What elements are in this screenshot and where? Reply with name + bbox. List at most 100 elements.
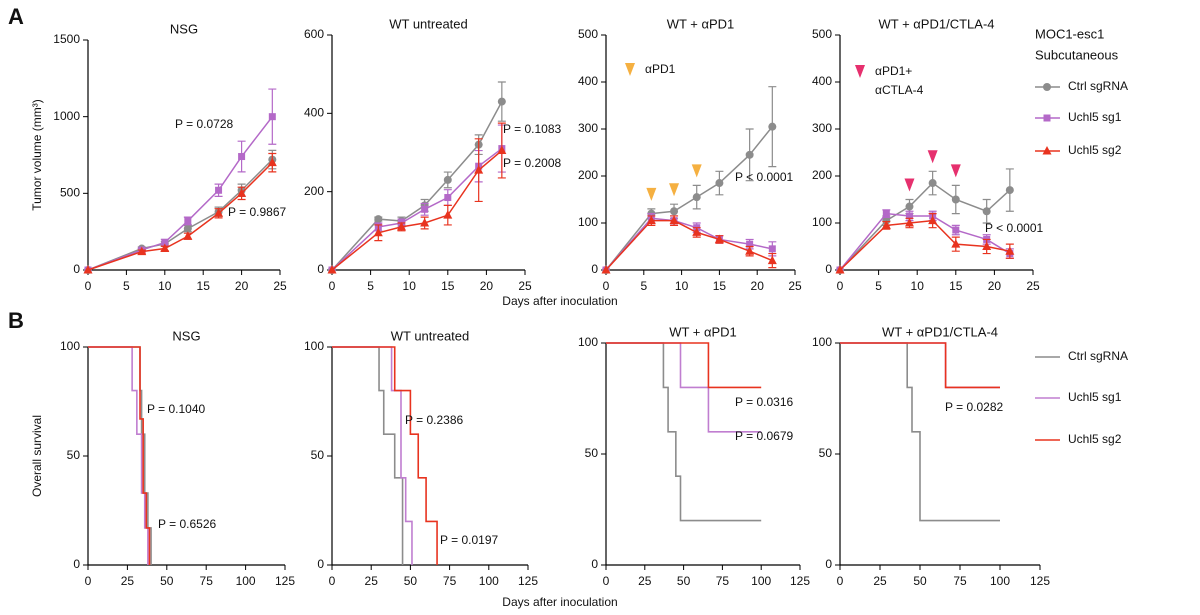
y-tick-label: 600 xyxy=(304,27,324,41)
data-point xyxy=(928,215,938,225)
x-tick-label: 100 xyxy=(990,574,1010,588)
y-axis-label: Tumor volume (mm³) xyxy=(30,99,44,211)
x-tick-label: 15 xyxy=(713,279,727,293)
x-tick-label: 0 xyxy=(837,279,844,293)
y-tick-label: 300 xyxy=(812,121,832,135)
y-tick-label: 500 xyxy=(60,186,80,200)
series-line xyxy=(87,116,273,271)
data-point xyxy=(835,265,845,274)
chart-title: WT untreated xyxy=(389,16,468,31)
x-tick-label: 0 xyxy=(603,574,610,588)
legend-marker xyxy=(1042,146,1052,155)
x-tick-label: 10 xyxy=(911,279,925,293)
chart-title: WT + αPD1/CTLA-4 xyxy=(882,324,998,339)
data-point xyxy=(646,215,656,225)
chart-title: WT untreated xyxy=(391,328,470,343)
x-tick-label: 5 xyxy=(640,279,647,293)
x-tick-label: 75 xyxy=(200,574,214,588)
x-tick-label: 25 xyxy=(638,574,652,588)
p-value: P = 0.2386 xyxy=(405,413,463,427)
chart-title: NSG xyxy=(170,21,198,36)
x-tick-label: 50 xyxy=(160,574,174,588)
data-point xyxy=(443,175,452,184)
y-tick-label: 50 xyxy=(67,448,81,462)
survival-curve xyxy=(840,342,1000,389)
data-point xyxy=(601,265,611,274)
data-point xyxy=(160,243,170,253)
y-tick-label: 0 xyxy=(591,262,598,276)
data-point xyxy=(161,238,169,246)
data-point xyxy=(692,193,701,202)
x-tick-label: 20 xyxy=(988,279,1002,293)
panel-label: A xyxy=(8,4,24,29)
survival-curve xyxy=(332,346,438,565)
treatment-label: αCTLA-4 xyxy=(875,83,924,97)
x-tick-label: 5 xyxy=(123,279,130,293)
x-tick-label: 25 xyxy=(365,574,379,588)
data-point xyxy=(396,221,406,231)
data-point xyxy=(715,179,724,188)
x-tick-label: 15 xyxy=(197,279,211,293)
data-point xyxy=(905,212,913,220)
x-tick-label: 25 xyxy=(788,279,802,293)
x-tick-label: 50 xyxy=(677,574,691,588)
y-tick-label: 500 xyxy=(812,27,832,41)
treatment-arrow xyxy=(669,183,680,197)
treatment-arrow xyxy=(691,164,702,178)
y-tick-label: 100 xyxy=(60,339,80,353)
data-point xyxy=(768,122,777,131)
data-point xyxy=(183,231,193,240)
data-point xyxy=(952,226,960,234)
x-tick-label: 50 xyxy=(404,574,418,588)
y-tick-label: 50 xyxy=(585,446,599,460)
x-tick-label: 20 xyxy=(480,279,494,293)
p-value: P = 0.6526 xyxy=(158,517,216,531)
x-axis-label: Days after inoculation xyxy=(502,294,617,308)
p-value: P = 0.0282 xyxy=(945,400,1003,414)
chart-title: WT + αPD1 xyxy=(669,324,737,339)
p-value: P < 0.0001 xyxy=(735,170,793,184)
x-tick-label: 10 xyxy=(675,279,689,293)
y-tick-label: 300 xyxy=(578,121,598,135)
legend-label: Ctrl sgRNA xyxy=(1068,349,1128,363)
x-tick-label: 0 xyxy=(85,279,92,293)
data-point xyxy=(83,265,93,274)
p-value: P = 0.0728 xyxy=(175,117,233,131)
x-tick-label: 75 xyxy=(443,574,457,588)
x-tick-label: 10 xyxy=(403,279,417,293)
x-tick-label: 25 xyxy=(873,574,887,588)
treatment-arrow xyxy=(646,187,657,201)
y-tick-label: 100 xyxy=(812,335,832,349)
treatment-label: αPD1+ xyxy=(875,64,912,78)
treatment-label: αPD1 xyxy=(645,62,676,76)
data-point xyxy=(982,241,992,250)
x-tick-label: 20 xyxy=(235,279,249,293)
y-tick-label: 100 xyxy=(578,215,598,229)
x-tick-label: 25 xyxy=(121,574,135,588)
data-point xyxy=(183,224,192,233)
chart-title: NSG xyxy=(172,328,200,343)
x-tick-label: 125 xyxy=(790,574,810,588)
chart-title: WT + αPD1/CTLA-4 xyxy=(879,16,995,31)
x-tick-label: 0 xyxy=(603,279,610,293)
y-tick-label: 0 xyxy=(825,262,832,276)
data-point xyxy=(905,202,914,211)
data-point xyxy=(982,207,991,216)
x-tick-label: 100 xyxy=(479,574,499,588)
x-tick-label: 15 xyxy=(949,279,963,293)
legend-marker xyxy=(1043,114,1051,122)
p-value: P = 0.0197 xyxy=(440,533,498,547)
y-tick-label: 200 xyxy=(812,168,832,182)
data-point xyxy=(268,113,276,121)
x-tick-label: 0 xyxy=(85,574,92,588)
treatment-arrow xyxy=(904,178,915,192)
x-tick-label: 125 xyxy=(1030,574,1050,588)
data-point xyxy=(137,246,147,256)
data-point xyxy=(670,207,679,216)
y-tick-label: 0 xyxy=(73,262,80,276)
x-tick-label: 50 xyxy=(913,574,927,588)
data-point xyxy=(373,227,383,237)
x-tick-label: 25 xyxy=(518,279,532,293)
legend-label: Uchl5 sg2 xyxy=(1068,432,1122,446)
x-tick-label: 5 xyxy=(367,279,374,293)
